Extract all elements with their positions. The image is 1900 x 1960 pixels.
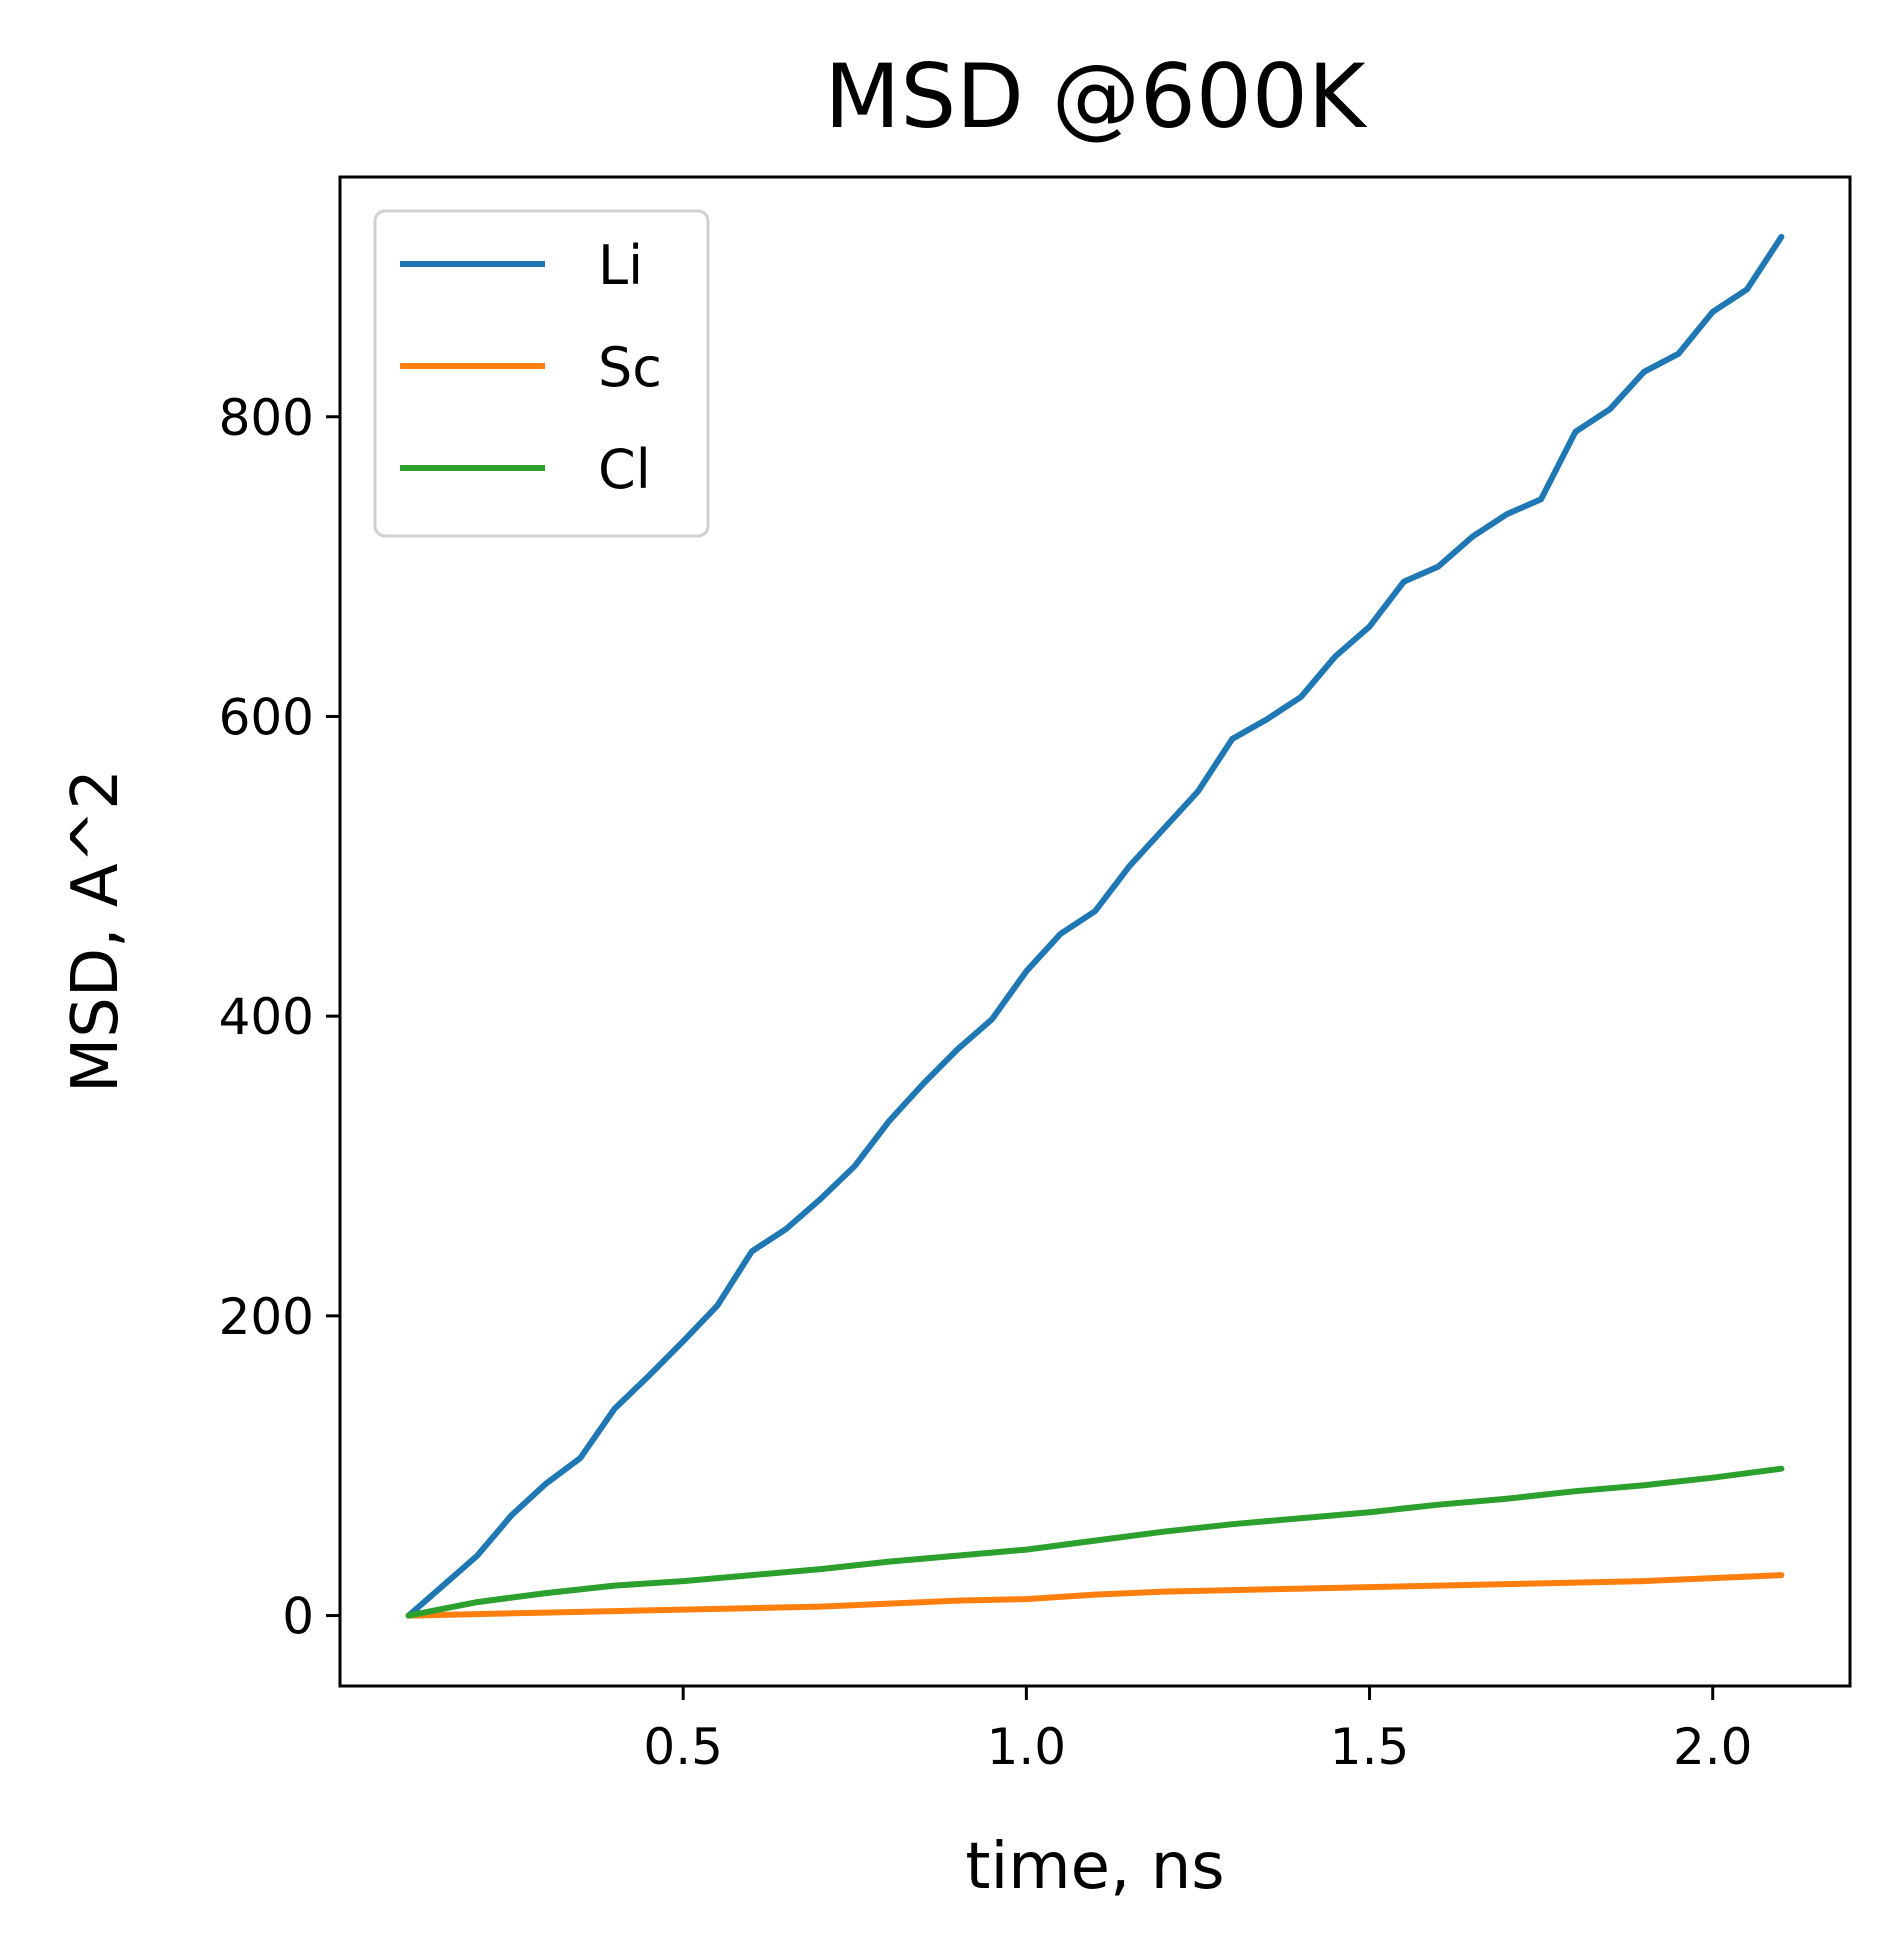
x-axis-label: time, ns [965, 1830, 1224, 1904]
legend-items: Li Sc Cl [400, 234, 662, 501]
x-tick-label: 1.5 [1330, 1718, 1410, 1776]
series-line-li [405, 233, 1785, 1619]
y-tick-label: 400 [219, 988, 314, 1046]
x-tick-label: 0.5 [643, 1718, 723, 1776]
y-tick-label: 0 [282, 1588, 314, 1646]
legend: Li Sc Cl [373, 209, 710, 538]
x-tick-label: 1.0 [987, 1718, 1067, 1776]
x-tick-label: 2.0 [1673, 1718, 1753, 1776]
y-axis: 0 200 400 600 800 [219, 389, 340, 1646]
legend-label-cl: Cl [598, 438, 651, 501]
legend-label-sc: Sc [598, 336, 662, 399]
y-tick-label: 200 [219, 1288, 314, 1346]
series-line-cl [405, 1465, 1785, 1619]
chart-title: MSD @600K [824, 45, 1367, 148]
y-tick-label: 600 [219, 688, 314, 746]
series-layer [405, 233, 1785, 1619]
x-axis: 0.5 1.0 1.5 2.0 [643, 1686, 1752, 1776]
series-line-sc [405, 1572, 1785, 1619]
y-axis-label: MSD, A^2 [59, 769, 133, 1093]
legend-frame [373, 209, 710, 538]
legend-label-li: Li [598, 234, 643, 297]
y-tick-label: 800 [219, 389, 314, 447]
